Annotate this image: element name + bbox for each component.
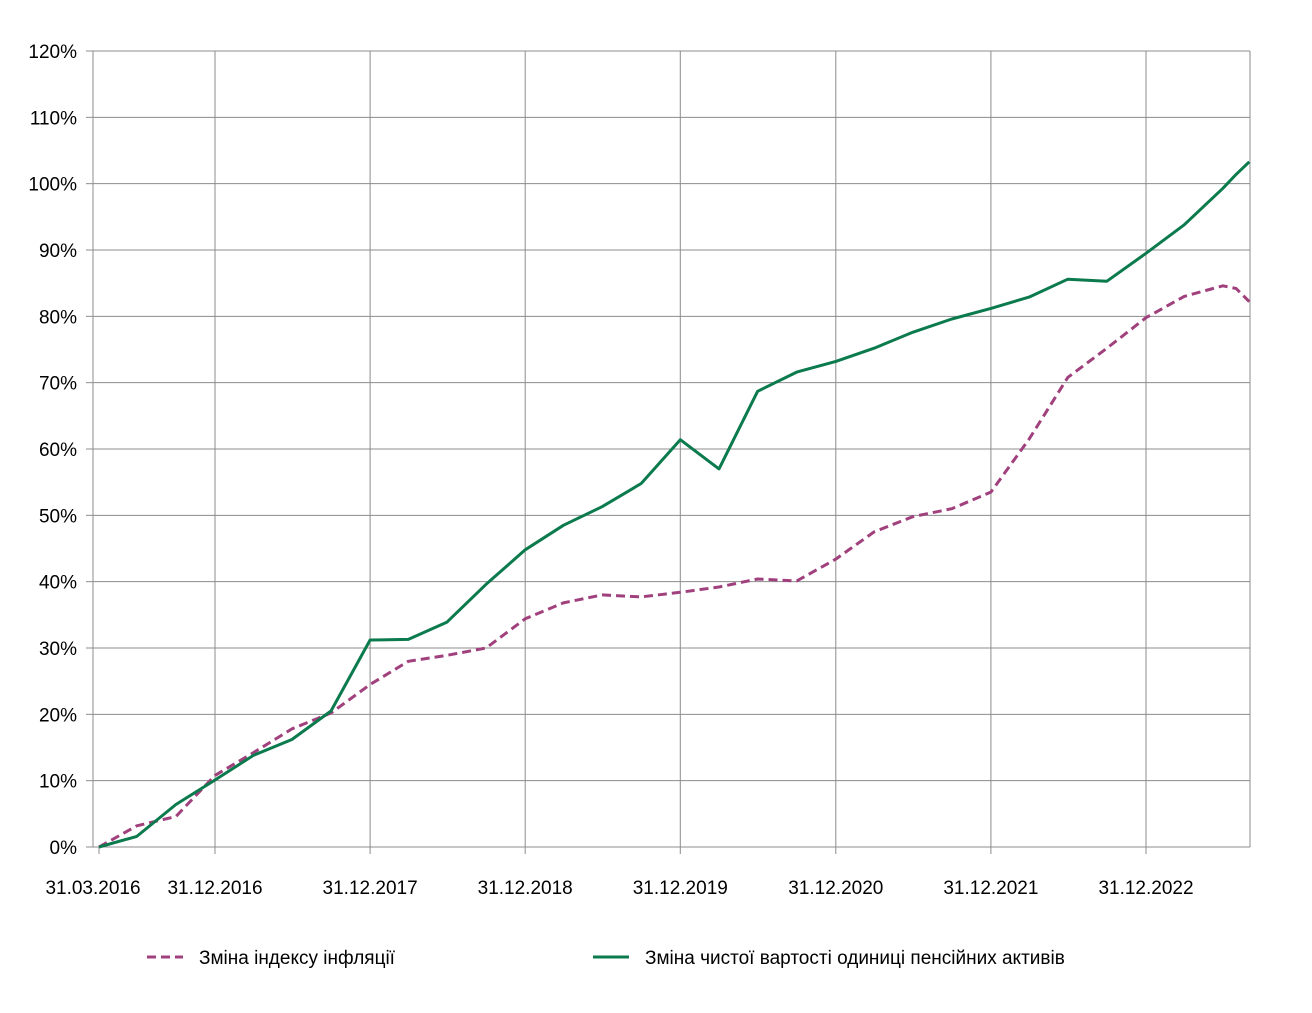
legend-label: Зміна чистої вартості одиниці пенсійних … — [645, 948, 1065, 969]
y-tick-label: 80% — [39, 307, 77, 328]
y-tick-label: 60% — [39, 440, 77, 461]
x-tick-label: 31.12.2020 — [788, 878, 883, 899]
series-line-1 — [98, 160, 1251, 849]
legend-item: Зміна індексу інфляції — [147, 948, 396, 969]
y-tick-label: 100% — [28, 175, 77, 196]
axes — [86, 50, 1250, 854]
legend: Зміна індексу інфляції Зміна чистої варто… — [147, 948, 1065, 969]
legend-item: Зміна чистої вартості одиниці пенсійних … — [593, 948, 1065, 969]
x-tick-label: 31.12.2018 — [478, 878, 573, 899]
x-tick-label: 31.03.2016 — [45, 878, 140, 899]
x-tick-label: 31.12.2017 — [323, 878, 418, 899]
y-tick-label: 20% — [39, 705, 77, 726]
x-tick-labels: 31.03.2016 31.12.2016 31.12.2017 31.12.2018… — [45, 878, 1193, 899]
x-tick-label: 31.12.2022 — [1098, 878, 1193, 899]
series-line-0 — [98, 284, 1251, 849]
y-tick-label: 10% — [39, 772, 77, 793]
y-tick-label: 110% — [30, 108, 77, 129]
legend-label: Зміна індексу інфляції — [199, 948, 396, 969]
x-tick-label: 31.12.2016 — [167, 878, 262, 899]
y-tick-labels: 0% 10% 20% 30% 40% 50% 60% 70% 80% 90% 100% 110% 120… — [28, 42, 77, 859]
y-tick-label: 30% — [39, 639, 77, 660]
x-tick-label: 31.12.2019 — [633, 878, 728, 899]
y-tick-label: 50% — [39, 506, 77, 527]
series — [98, 160, 1251, 849]
y-tick-label: 70% — [39, 374, 77, 395]
y-tick-label: 90% — [39, 241, 77, 262]
y-tick-label: 0% — [50, 838, 78, 859]
grid — [93, 50, 1251, 848]
y-tick-label: 120% — [28, 42, 77, 63]
y-tick-label: 40% — [39, 573, 77, 594]
x-tick-label: 31.12.2021 — [943, 878, 1038, 899]
